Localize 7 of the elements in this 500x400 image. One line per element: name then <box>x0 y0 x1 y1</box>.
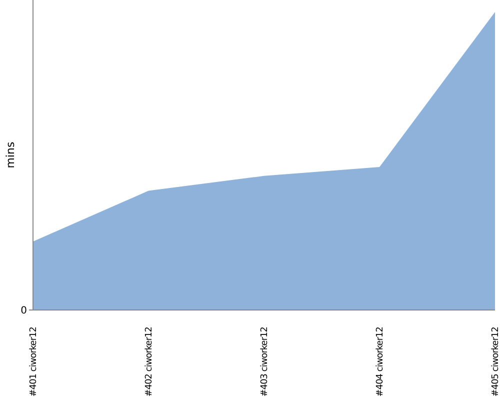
x-tick-label: #402 ciworker12 <box>144 327 155 397</box>
x-tick-label: #401 ciworker12 <box>29 327 40 397</box>
x-tick-label: #404 ciworker12 <box>376 327 386 397</box>
x-tick-label: #403 ciworker12 <box>260 327 270 397</box>
y-axis-title: mins <box>4 142 17 168</box>
x-tick-label: #405 ciworker12 <box>491 327 500 397</box>
text: 0 <box>20 306 27 316</box>
